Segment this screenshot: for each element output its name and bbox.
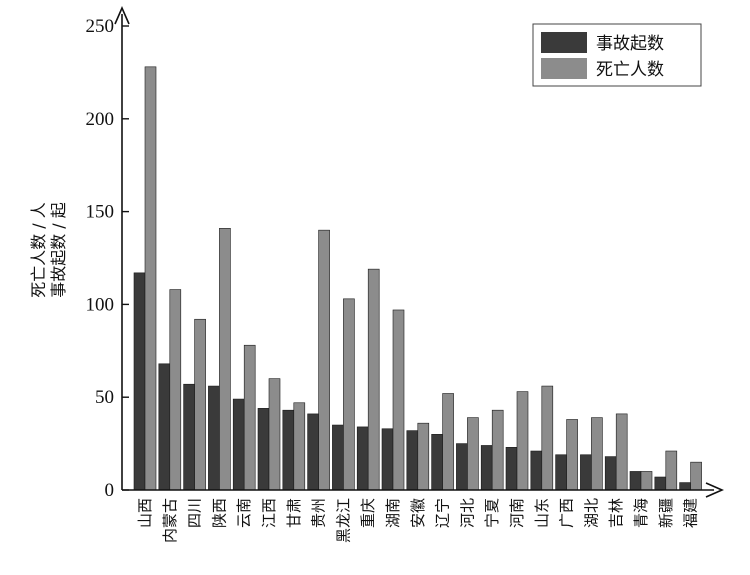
x-tick-label: 宁夏 — [483, 498, 501, 528]
x-tick-label: 河南 — [508, 498, 526, 528]
bar-deaths-10 — [392, 309, 405, 491]
bar-deaths-5 — [268, 378, 281, 491]
y-ticks: 0 50 100 150 200 250 — [86, 16, 129, 501]
x-tick-label: 陕西 — [210, 498, 228, 528]
bar-deaths-15 — [516, 391, 529, 491]
y-tick-label: 100 — [86, 294, 115, 315]
bar-accidents-21 — [654, 476, 667, 491]
bar-deaths-8 — [343, 298, 355, 491]
bar-accidents-17 — [555, 454, 567, 491]
x-tick-labels: 山西 内蒙古 四川 陕西 云南 江西 甘肃 贵州 黑龙江 重庆 湖南 安徽 辽宁 河北 宁夏 河南 山东 广西 湖北… — [136, 498, 700, 543]
bar-deaths-9 — [367, 268, 380, 491]
x-tick-label: 吉林 — [607, 498, 625, 528]
bar-accidents-20 — [629, 471, 642, 491]
x-tick-label: 山西 — [136, 498, 154, 528]
bar-accidents-3 — [208, 385, 220, 491]
axes — [114, 6, 724, 498]
bar-deaths-22 — [690, 461, 702, 491]
legend-swatch-deaths — [541, 58, 587, 79]
bar-accidents-0 — [133, 272, 146, 491]
bar-deaths-14 — [491, 409, 504, 491]
bar-accidents-2 — [183, 383, 195, 491]
x-tick-label: 甘肃 — [285, 498, 303, 528]
x-tick-label: 河北 — [458, 498, 476, 528]
x-tick-label: 四川 — [186, 498, 204, 528]
bar-accidents-19 — [604, 456, 617, 491]
bar-deaths-11 — [417, 422, 430, 491]
x-tick-label: 江西 — [260, 498, 278, 528]
bar-deaths-4 — [243, 344, 256, 491]
y-axis-arrow — [114, 6, 130, 25]
x-tick-label: 湖南 — [384, 498, 402, 528]
x-tick-label: 贵州 — [310, 498, 328, 528]
legend-label-accidents: 事故起数 — [596, 34, 664, 54]
y-axis-label-line-1: 死亡人数 / 人 — [29, 202, 48, 298]
bar-accidents-13 — [456, 443, 468, 491]
bar-deaths-7 — [318, 229, 330, 491]
bar-deaths-18 — [591, 417, 603, 491]
legend-swatch-accidents — [541, 32, 587, 53]
bar-deaths-20 — [640, 471, 653, 491]
x-tick-label: 青海 — [632, 498, 650, 528]
bar-accidents-6 — [282, 409, 295, 491]
bar-accidents-5 — [257, 408, 270, 491]
bar-accidents-11 — [406, 430, 419, 491]
x-tick-label: 重庆 — [359, 498, 377, 528]
bar-deaths-3 — [219, 228, 231, 491]
bar-deaths-21 — [665, 450, 678, 491]
bar-accidents-10 — [381, 428, 394, 491]
legend: 事故起数 死亡人数 — [532, 23, 702, 87]
y-tick-label: 150 — [86, 202, 115, 223]
y-axis-label: 死亡人数 / 人 事故起数 / 起 — [29, 202, 68, 298]
bar-accidents-1 — [158, 363, 171, 491]
x-tick-label: 山东 — [533, 498, 551, 528]
y-tick-label: 50 — [95, 387, 114, 408]
bar-deaths-12 — [442, 393, 454, 491]
bar-deaths-19 — [615, 413, 628, 491]
bar-accidents-8 — [332, 424, 344, 491]
bar-accidents-9 — [356, 426, 369, 491]
bars — [133, 66, 702, 491]
y-tick-label: 200 — [86, 109, 115, 130]
y-tick-label: 250 — [86, 16, 115, 37]
bar-deaths-13 — [467, 417, 479, 491]
x-tick-label: 辽宁 — [434, 498, 452, 528]
x-tick-label: 福建 — [682, 498, 700, 528]
bar-accidents-15 — [505, 447, 518, 491]
y-tick-label: 0 — [105, 480, 115, 501]
x-tick-label: 内蒙古 — [161, 498, 179, 543]
bar-accidents-14 — [480, 445, 493, 491]
bar-deaths-17 — [566, 419, 578, 491]
x-tick-label: 云南 — [235, 498, 253, 528]
x-tick-label: 黑龙江 — [334, 498, 352, 543]
bar-deaths-0 — [144, 66, 157, 491]
x-tick-label: 新疆 — [657, 498, 675, 528]
x-tick-label: 湖北 — [582, 498, 600, 528]
y-axis-label-line-2: 事故起数 / 起 — [49, 202, 68, 298]
bar-deaths-2 — [194, 318, 206, 491]
legend-label-deaths: 死亡人数 — [596, 60, 664, 80]
bar-accidents-18 — [580, 454, 592, 491]
bar-accidents-4 — [232, 398, 245, 491]
bar-deaths-16 — [541, 385, 554, 491]
x-tick-label: 广西 — [558, 498, 576, 528]
bar-deaths-6 — [293, 402, 306, 491]
bar-accidents-16 — [530, 450, 543, 491]
bar-accidents-12 — [431, 434, 443, 491]
bar-accidents-22 — [679, 482, 691, 491]
bar-accidents-7 — [307, 413, 319, 491]
bar-deaths-1 — [169, 289, 182, 491]
x-axis-arrow — [705, 482, 724, 498]
x-tick-label: 安徽 — [409, 498, 427, 528]
